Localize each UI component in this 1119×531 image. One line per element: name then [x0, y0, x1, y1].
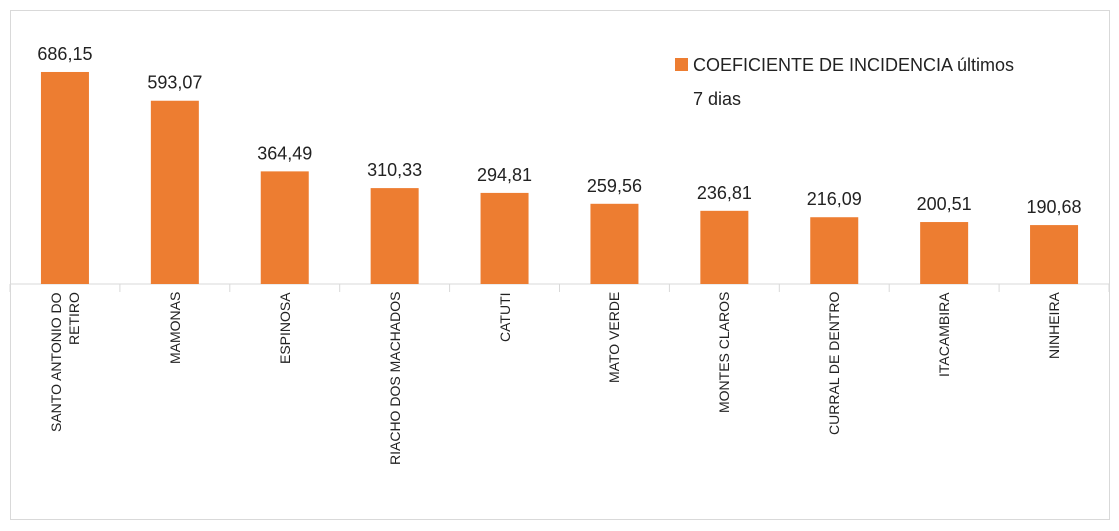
- bar: [590, 203, 639, 284]
- x-tick-label: MATO VERDE: [606, 292, 623, 384]
- bar: [1030, 225, 1079, 284]
- data-label: 294,81: [477, 165, 532, 185]
- legend-label: COEFICIENTE DE INCIDENCIA últimos 7 dias: [693, 55, 1015, 109]
- data-label: 259,56: [587, 176, 642, 196]
- x-tick-label: CATUTI: [496, 292, 513, 342]
- x-tick-label: ITACAMBIRA: [936, 292, 953, 377]
- x-tick-label: MAMONAS: [166, 292, 183, 365]
- bar: [810, 217, 859, 284]
- x-tick-label: CURRAL DE DENTRO: [826, 292, 843, 436]
- x-tick-label: NINHEIRA: [1046, 292, 1063, 359]
- bar: [40, 71, 89, 285]
- data-label: 686,15: [37, 44, 92, 64]
- data-label: 236,81: [697, 183, 752, 203]
- x-tick-label: RIACHO DOS MACHADOS: [386, 292, 403, 466]
- bar: [150, 100, 199, 285]
- x-tick-label: SANTO ANTONIO DO RETIRO: [47, 292, 82, 432]
- bar: [480, 192, 529, 284]
- legend-swatch: [675, 58, 688, 71]
- bar: [700, 210, 749, 284]
- x-tick-label: MONTES CLAROS: [716, 292, 733, 414]
- data-label: 216,09: [807, 189, 862, 209]
- data-label: 310,33: [367, 160, 422, 180]
- data-label: 364,49: [257, 143, 312, 163]
- x-tick-label: ESPINOSA: [276, 292, 293, 364]
- data-label: 190,68: [1027, 197, 1082, 217]
- data-label: 593,07: [147, 73, 202, 93]
- bar: [920, 222, 969, 284]
- data-label: 200,51: [917, 194, 972, 214]
- bar: [260, 171, 309, 284]
- bar: [370, 188, 419, 284]
- chart-frame: [10, 10, 1110, 520]
